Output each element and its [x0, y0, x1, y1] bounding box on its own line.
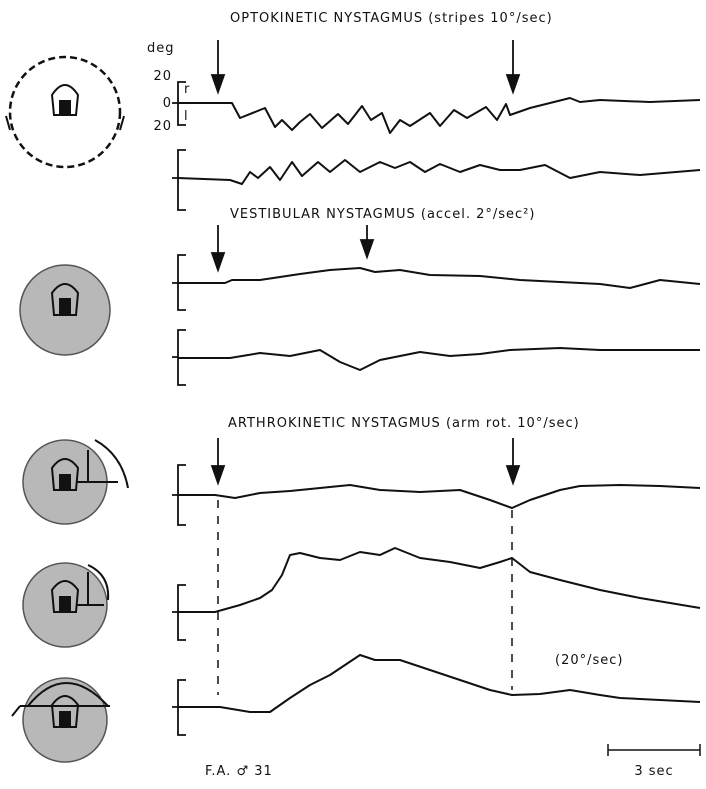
arrows — [210, 40, 521, 486]
scale-bar — [607, 744, 701, 756]
tick-label: 0 — [163, 96, 172, 111]
traces — [177, 97, 701, 713]
direction-label: r — [184, 82, 190, 97]
tick-label: 20 — [153, 119, 172, 134]
direction-label: l — [184, 109, 189, 124]
stimulus-icons — [5, 55, 129, 763]
speed-note: (20°/sec) — [555, 653, 623, 668]
brackets — [172, 81, 186, 736]
subject-label: F.A. ♂ 31 — [205, 764, 273, 779]
section-title: ARTHROKINETIC NYSTAGMUS (arm rot. 10°/se… — [228, 416, 580, 431]
dashed-lines — [217, 500, 513, 695]
section-title: VESTIBULAR NYSTAGMUS (accel. 2°/sec²) — [230, 207, 535, 222]
scale-label: 3 sec — [634, 764, 673, 779]
tick-label: 20 — [153, 69, 172, 84]
section-title: OPTOKINETIC NYSTAGMUS (stripes 10°/sec) — [230, 11, 553, 26]
axis-unit: deg — [147, 41, 175, 56]
